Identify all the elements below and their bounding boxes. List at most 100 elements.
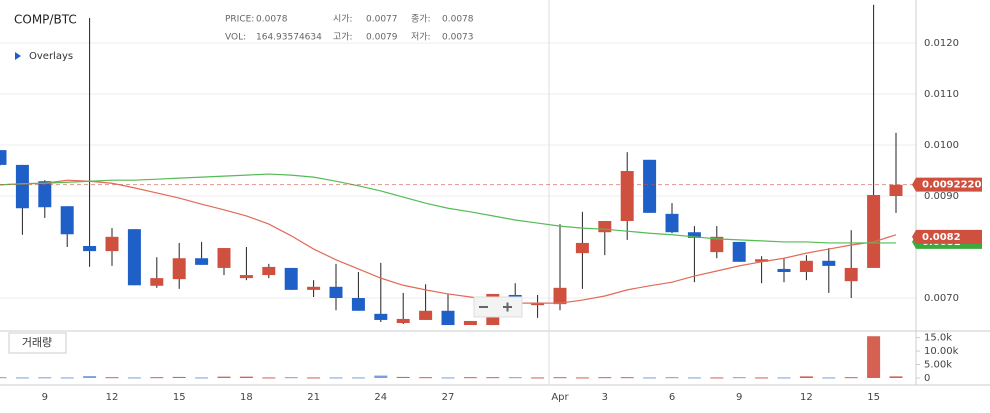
- candle-body: [799, 260, 813, 273]
- stat-value: 0.0078: [442, 15, 474, 25]
- candle-body: [329, 286, 343, 299]
- y-tick-label: 0.0070: [924, 293, 959, 304]
- volume-bar: [83, 376, 97, 378]
- x-tick-label: Apr: [551, 392, 569, 403]
- volume-bar: [463, 377, 477, 379]
- stat-value: 0.0077: [366, 15, 398, 25]
- candle-body: [710, 236, 724, 253]
- volume-bar: [441, 377, 455, 379]
- stat-value: 164.93574634: [256, 33, 322, 43]
- volume-bar: [374, 375, 388, 378]
- volume-bar: [755, 377, 769, 379]
- x-tick-label: 12: [800, 392, 813, 403]
- price-tag-label: 0.00922205: [922, 180, 988, 191]
- overlays-button[interactable]: Overlays: [15, 51, 73, 62]
- volume-tick-label: 10.00k: [924, 346, 959, 357]
- volume-button[interactable]: 거래량: [8, 332, 67, 354]
- price-tag-label: 0.0082: [922, 232, 961, 243]
- volume-bar: [38, 377, 52, 379]
- volume-bar: [598, 377, 612, 379]
- x-tick-label: 12: [106, 392, 119, 403]
- candle-body: [755, 259, 769, 262]
- x-tick-label: 15: [867, 392, 880, 403]
- candle-body: [441, 310, 455, 326]
- stat-value: 0.0079: [366, 33, 398, 43]
- volume-bar: [351, 377, 365, 379]
- volume-bar: [284, 377, 298, 379]
- x-tick-label: 27: [442, 392, 455, 403]
- stat-label: PRICE:: [225, 15, 254, 25]
- volume-bar: [172, 376, 186, 378]
- x-tick-label: 9: [42, 392, 48, 403]
- volume-tick-label: 15.0k: [924, 333, 952, 344]
- volume-box: [8, 332, 67, 354]
- stat-label: 고가:: [333, 32, 353, 43]
- candle-body: [620, 171, 634, 222]
- grid: [0, 42, 916, 299]
- overlays-label[interactable]: Overlays: [29, 51, 73, 62]
- x-tick-label: 9: [736, 392, 742, 403]
- x-tick-label: 3: [602, 392, 608, 403]
- candle-body: [575, 242, 589, 254]
- price-tag: [912, 177, 982, 192]
- candle-body: [60, 206, 74, 235]
- y-tick-label: 0.0120: [924, 38, 959, 49]
- candle-body: [419, 310, 433, 320]
- volume-bar: [486, 377, 500, 379]
- y-tick-label: 0.0100: [924, 140, 959, 151]
- candle-body: [463, 320, 477, 326]
- volume-bar: [15, 377, 29, 379]
- candle-body: [665, 213, 679, 233]
- moving-average: [0, 179, 897, 304]
- volume-bar: [60, 377, 74, 379]
- volume-bar: [553, 377, 567, 379]
- zoom-control[interactable]: [473, 296, 523, 318]
- candle-body: [531, 303, 545, 306]
- volume-label[interactable]: 거래량: [22, 336, 52, 349]
- y-tick-label: 0.0090: [924, 191, 959, 202]
- stats: PRICE: 0.0078 시가: 0.0077 종가: 0.0078 VOL:…: [225, 14, 474, 43]
- volume-tick-label: 5.00k: [924, 360, 952, 371]
- volume-bar: [822, 377, 836, 379]
- candle-body: [643, 159, 657, 213]
- stat-label: 종가:: [411, 14, 431, 25]
- candle-body: [105, 236, 119, 252]
- volume-bar: [127, 377, 141, 379]
- volume-bar: [150, 377, 164, 379]
- candle-body: [172, 258, 186, 280]
- candle-body: [732, 241, 746, 262]
- stat-label: VOL:: [225, 33, 246, 43]
- volume-tick-label: 0: [924, 373, 930, 384]
- volume-bar: [844, 377, 858, 379]
- candle-body: [307, 286, 321, 290]
- volume-bar: [262, 377, 276, 379]
- volume-bar: [620, 377, 634, 379]
- volume-bar: [508, 377, 522, 379]
- candle-body: [83, 245, 97, 252]
- volume-bar: [665, 377, 679, 379]
- volume-bar: [867, 336, 881, 378]
- candle-body: [38, 181, 52, 208]
- x-tick-label: 21: [307, 392, 320, 403]
- volume-bar: [687, 377, 701, 379]
- x-tick-label: 18: [240, 392, 253, 403]
- candle-body: [687, 232, 701, 238]
- candle-body: [0, 150, 7, 165]
- candle-body: [217, 248, 231, 268]
- volume-bar: [710, 377, 724, 379]
- volume-bar: [329, 377, 343, 379]
- candle-body: [15, 164, 29, 209]
- stat-value: 0.0073: [442, 33, 474, 43]
- volume-bar: [239, 376, 253, 378]
- candle-body: [374, 313, 388, 320]
- volume-bar: [0, 377, 7, 379]
- candle-body: [822, 260, 836, 266]
- volume-bar: [777, 377, 791, 379]
- volume-bar: [799, 376, 813, 378]
- plot: 0.0070 0.0090 0.0100 0.0110 0.0120 0 5.00k 10.0…: [0, 4, 988, 403]
- candle-body: [195, 258, 209, 265]
- volume-bar: [575, 377, 589, 379]
- volume-bar: [195, 377, 209, 379]
- candle-body: [777, 268, 791, 273]
